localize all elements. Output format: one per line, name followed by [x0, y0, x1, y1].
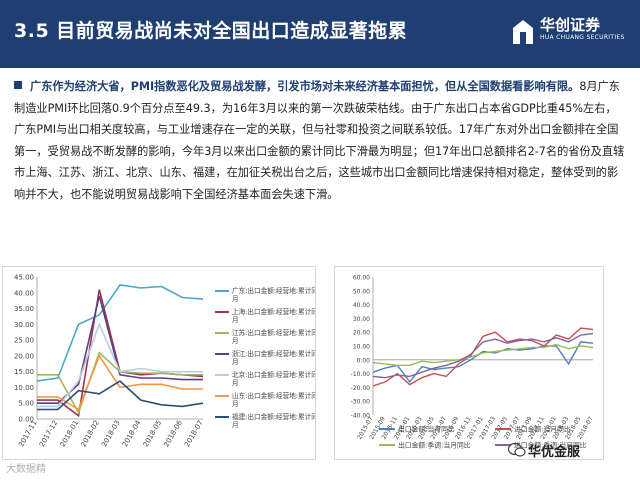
legend-label: 福建:出口金额:经营地:累计同比 [232, 412, 315, 421]
x-tick-label: 2018-05 [142, 419, 164, 448]
logo-text-cn: 华创证券 [540, 16, 601, 34]
y-tick-label: 10.00 [353, 344, 370, 351]
legend-label: 山东:出口金额:经营地:累计同比 [232, 391, 315, 400]
national-trade-chart: 60.00 50.00 40.00 30.00 20.00 10.00 0.00 -10.00… [334, 266, 604, 460]
y-tick-label: 20.00 [14, 352, 34, 360]
series-line-3 [372, 343, 594, 367]
series-line-2 [372, 327, 594, 387]
y-tick-label: 25.00 [14, 337, 34, 345]
x-tick-label: 2018-03 [100, 419, 122, 448]
y-tick-label: 0.00 [18, 416, 34, 424]
legend-label: 上海:出口金额:经营地:累计同比 [232, 307, 315, 316]
series-line-2 [37, 289, 204, 418]
series-line-6 [37, 354, 203, 411]
legend-label: 进口金额:当月同比 [514, 425, 571, 434]
x-tick-label: 2018-07 [183, 419, 205, 448]
y-tick-label: -20.00 [351, 385, 371, 392]
series-line-5 [37, 322, 203, 408]
watermark-left: 大数据精 [6, 464, 46, 475]
paragraph-lead-bold: 广东作为经济大省，PMI指数恶化及贸易战发酵，引发市场对未来经济基本面担忧，但从… [30, 80, 580, 93]
x-tick-label: 2018-04 [121, 419, 143, 449]
y-tick-label: -10.00 [351, 371, 371, 378]
legend-label: 北京:出口金额:经营地:累计同比 [232, 370, 315, 379]
legend-label-cont: 月 [232, 400, 239, 408]
legend-label: 进口金额:季调:当月同比 [514, 441, 587, 450]
series-line-1 [36, 284, 204, 382]
x-tick-label: 2018-06 [162, 419, 184, 449]
series-line-1 [372, 341, 594, 384]
page-title: 3.5 目前贸易战尚未对全国出口造成显著拖累 [14, 20, 408, 42]
legend-label: 出口金额:季调:当月同比 [398, 441, 471, 450]
y-tick-label: 20.00 [353, 330, 370, 337]
x-tick-label: 2018-01 [59, 419, 81, 448]
y-tick-label: 15.00 [14, 368, 34, 376]
y-tick-label: 0.00 [357, 357, 371, 364]
province-export-chart: 45.00 40.00 35.00 30.00 25.00 20.00 15.00 10.00… [2, 266, 325, 460]
legend-label-cont: 月 [232, 295, 239, 303]
header-bar: 3.5 目前贸易战尚未对全国出口造成显著拖累 华创证券 HUA CHUANG S… [0, 0, 640, 68]
y-tick-label: 30.00 [353, 316, 370, 323]
y-tick-label: -40.00 [351, 413, 371, 420]
y-tick-label: 30.00 [14, 321, 34, 329]
watermark-right: 华优金服 [528, 445, 581, 460]
legend-label-cont: 月 [232, 358, 239, 366]
logo-text-en: HUA CHUANG SECURITIES [540, 34, 625, 41]
legend-label-cont: 月 [232, 316, 239, 324]
legend-label: 浙江:出口金额:经营地:累计同比 [232, 349, 315, 358]
legend-label: 出口金额:当月同比 [398, 425, 455, 434]
paragraph-body: 8月广东制造业PMI环比回落0.9个百分点至49.3，为16年3月以来的第一次跌… [14, 80, 625, 201]
y-tick-label: 50.00 [353, 288, 370, 295]
wechat-icon [508, 442, 526, 457]
x-tick-label: 2017-12 [38, 419, 60, 448]
y-tick-label: 10.00 [14, 384, 34, 392]
national-trade-chart-svg: 60.00 50.00 40.00 30.00 20.00 10.00 0.00 -10.00… [351, 275, 595, 450]
legend-label: 广东:出口金额:经营地:累计同比 [232, 286, 315, 295]
logo-mark-icon [513, 20, 533, 44]
y-tick-label: 45.00 [14, 274, 34, 282]
legend-label: 江苏:出口金额:经营地:累计同比 [232, 328, 315, 337]
summary-paragraph: 广东作为经济大省，PMI指数恶化及贸易战发酵，引发市场对未来经济基本面担忧，但从… [14, 76, 626, 206]
y-tick-label: 40.00 [353, 302, 370, 309]
legend-label-cont: 月 [232, 337, 239, 345]
legend-label-cont: 月 [232, 421, 239, 429]
y-tick-label: 35.00 [14, 305, 34, 313]
series-line-4 [372, 332, 594, 379]
y-tick-label: -30.00 [351, 399, 371, 406]
y-tick-label: 60.00 [353, 275, 370, 282]
y-tick-label: 5.00 [18, 400, 34, 408]
series-line-7 [37, 380, 204, 411]
y-tick-label: 40.00 [14, 289, 34, 297]
company-logo: 华创证券 HUA CHUANG SECURITIES [510, 14, 632, 54]
bullet-square-icon [14, 81, 22, 89]
legend-label-cont: 月 [232, 379, 239, 387]
x-tick-label: 2018-02 [79, 419, 101, 448]
province-export-chart-svg: 45.00 40.00 35.00 30.00 25.00 20.00 15.00 10.00… [14, 274, 325, 449]
